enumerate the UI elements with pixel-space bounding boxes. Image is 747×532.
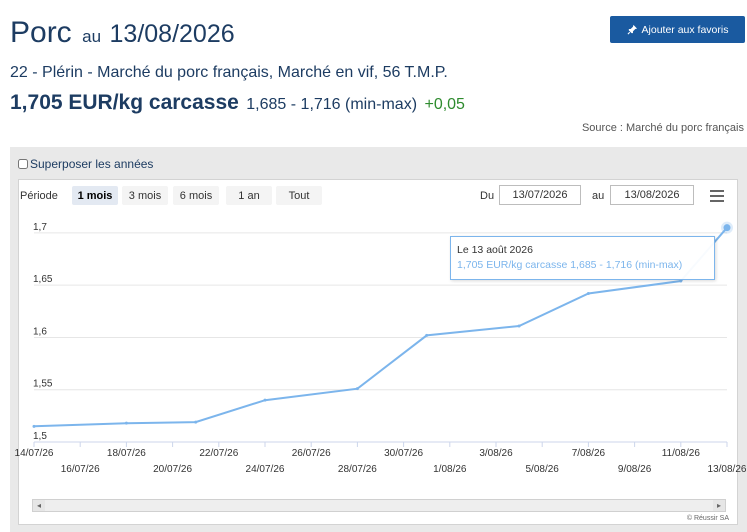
data-point <box>679 279 683 283</box>
series-line <box>33 227 728 428</box>
page-title: Porc au 13/08/2026 <box>10 16 235 50</box>
chart-scrollbar[interactable]: ◂ ▸ <box>32 499 726 512</box>
x-tick-label: 28/07/26 <box>338 464 377 475</box>
period-1-an-button[interactable]: 1 an <box>226 186 272 205</box>
y-tick-label: 1,7 <box>33 222 47 233</box>
price-summary: 1,705 EUR/kg carcasse 1,685 - 1,716 (min… <box>10 91 465 115</box>
x-tick-label: 13/08/26 <box>708 464 747 475</box>
periode-label: Période <box>20 190 58 202</box>
x-tick-label: 11/08/26 <box>662 448 701 459</box>
overlay-years-checkbox[interactable] <box>18 159 28 169</box>
date-from-label: Du <box>480 190 495 202</box>
data-point <box>355 387 359 391</box>
tooltip-value: 1,705 EUR/kg carcasse 1,685 - 1,716 (min… <box>457 259 683 271</box>
x-tick-label: 9/08/26 <box>618 464 652 475</box>
y-tick-label: 1,6 <box>33 326 47 337</box>
x-tick-label: 14/07/26 <box>15 448 54 459</box>
tooltip-date: Le 13 août 2026 <box>457 244 533 256</box>
x-tick-label: 7/08/26 <box>572 448 606 459</box>
title-date: 13/08/2026 <box>109 20 235 48</box>
period-3-mois-button[interactable]: 3 mois <box>122 186 168 205</box>
pin-icon <box>627 24 637 35</box>
x-tick-label: 30/07/26 <box>384 448 423 459</box>
market-subtitle: 22 - Plérin - Marché du porc français, M… <box>10 64 448 81</box>
x-tick-label: 20/07/26 <box>153 464 192 475</box>
overlay-years-toggle[interactable]: Superposer les années <box>18 157 153 171</box>
data-point <box>517 324 521 328</box>
x-tick-label: 26/07/26 <box>292 448 331 459</box>
chart-menu-icon[interactable] <box>710 190 724 202</box>
x-tick-label: 24/07/26 <box>246 464 285 475</box>
data-point <box>32 424 36 428</box>
x-tick-label: 22/07/26 <box>199 448 238 459</box>
data-point <box>263 398 267 402</box>
x-tick-label: 3/08/26 <box>479 448 513 459</box>
data-point <box>586 292 590 296</box>
date-to-label: au <box>592 190 605 202</box>
y-tick-label: 1,55 <box>33 379 53 390</box>
product-name: Porc <box>10 16 72 49</box>
add-favorite-label: Ajouter aux favoris <box>641 23 729 36</box>
chart-tooltip: Le 13 août 2026 1,705 EUR/kg carcasse 1,… <box>450 236 715 280</box>
y-tick-label: 1,5 <box>33 431 47 442</box>
period-1-mois-button[interactable]: 1 mois <box>72 186 118 205</box>
x-tick-label: 5/08/26 <box>526 464 560 475</box>
price-main: 1,705 EUR/kg carcasse <box>10 91 239 114</box>
copyright: © Réussir SA <box>686 515 729 522</box>
period-tout-button[interactable]: Tout <box>276 186 322 205</box>
x-tick-label: 16/07/26 <box>61 464 100 475</box>
title-au: au <box>82 27 102 46</box>
source-note: Source : Marché du porc français <box>581 122 744 134</box>
y-tick-label: 1,65 <box>33 274 53 285</box>
price-change: +0,05 <box>424 96 465 113</box>
data-point <box>194 420 198 424</box>
data-point <box>425 333 429 337</box>
date-to-input[interactable]: 13/08/2026 <box>610 185 694 205</box>
chart-panel: Superposer les années <box>10 147 747 532</box>
x-tick-label: 18/07/26 <box>107 448 146 459</box>
data-point <box>124 421 128 425</box>
period-6-mois-button[interactable]: 6 mois <box>173 186 219 205</box>
overlay-years-label: Superposer les années <box>30 157 154 171</box>
scroll-left-icon[interactable]: ◂ <box>33 500 45 511</box>
date-from-input[interactable]: 13/07/2026 <box>499 185 581 205</box>
x-tick-label: 1/08/26 <box>433 464 467 475</box>
price-range: 1,685 - 1,716 (min-max) <box>246 96 418 113</box>
scroll-right-icon[interactable]: ▸ <box>713 500 725 511</box>
add-favorite-button[interactable]: Ajouter aux favoris <box>610 16 745 43</box>
data-point <box>723 224 731 232</box>
